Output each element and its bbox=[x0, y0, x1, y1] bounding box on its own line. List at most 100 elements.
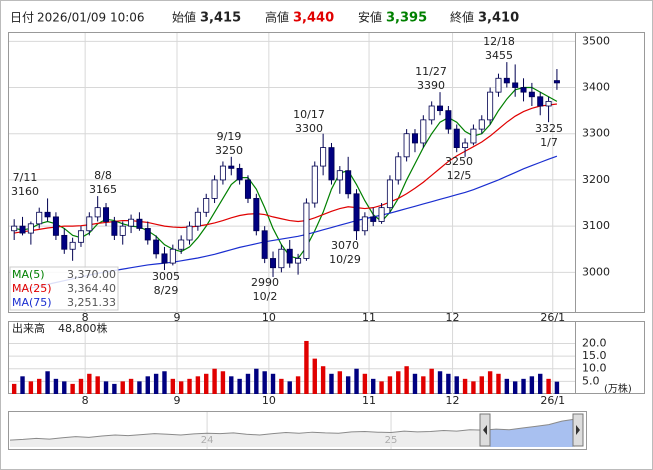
legend-value: 3,364.40 bbox=[67, 282, 116, 295]
annotation-value: 3250 bbox=[215, 144, 243, 157]
annotation-date: 8/29 bbox=[154, 284, 179, 297]
x-tick-label: 9 bbox=[174, 394, 181, 407]
volume-bar bbox=[270, 373, 276, 394]
candle-body bbox=[328, 147, 335, 181]
volume-bar bbox=[254, 368, 259, 394]
candle-body bbox=[428, 105, 435, 121]
annotation-date: 8/8 bbox=[94, 169, 112, 182]
x-tick-label: 12 bbox=[446, 311, 460, 324]
candle-body bbox=[178, 239, 185, 250]
candle-body bbox=[253, 198, 260, 232]
volume-bar bbox=[337, 371, 343, 394]
volume-bar bbox=[437, 371, 443, 394]
volume-bar bbox=[28, 381, 34, 394]
candle-body bbox=[520, 87, 527, 93]
navigator-frame bbox=[8, 411, 587, 450]
x-tick-label: 8 bbox=[82, 394, 89, 407]
candle-body bbox=[361, 216, 368, 232]
volume-bar bbox=[479, 376, 484, 394]
volume-bar bbox=[212, 368, 217, 394]
x-tick-label: 8 bbox=[82, 311, 89, 324]
volume-bar bbox=[229, 376, 234, 394]
candle-body bbox=[386, 179, 393, 209]
volume-latest: 48,800株 bbox=[58, 321, 108, 335]
volume-bar bbox=[120, 381, 125, 394]
volume-bar bbox=[137, 381, 142, 394]
right-arrow bbox=[576, 425, 580, 435]
candle-body bbox=[52, 216, 59, 236]
low: 3,395 bbox=[386, 11, 427, 26]
candle-body bbox=[378, 207, 385, 222]
volume-frame bbox=[8, 321, 645, 394]
volume-bar bbox=[170, 378, 176, 394]
volume-bar bbox=[153, 373, 159, 394]
candle-body bbox=[303, 202, 310, 259]
candle-body bbox=[278, 248, 285, 269]
volume-bar bbox=[462, 378, 468, 394]
candle-body bbox=[211, 179, 218, 199]
candle-body bbox=[94, 207, 101, 218]
legend-box bbox=[9, 266, 119, 311]
candle-body bbox=[320, 147, 327, 167]
volume-bar bbox=[245, 373, 251, 394]
x-tick-label: 26/1 bbox=[540, 311, 565, 324]
annotation-date: 9/19 bbox=[217, 130, 242, 143]
volume-bar bbox=[187, 378, 192, 394]
annotation-date: 1/7 bbox=[540, 136, 558, 149]
legend-name: MA(75) bbox=[12, 296, 52, 309]
y-tick-label: 3000 bbox=[582, 265, 610, 278]
candle-body bbox=[395, 156, 402, 181]
volume-bar bbox=[379, 381, 384, 394]
annotation-date: 12/5 bbox=[447, 169, 472, 182]
candle-body bbox=[553, 80, 560, 84]
navigator-handles[interactable] bbox=[479, 413, 584, 447]
volume-bar bbox=[204, 373, 209, 394]
volume-bar bbox=[87, 373, 92, 394]
volume-bar bbox=[195, 376, 201, 394]
nav-area-selected bbox=[490, 419, 573, 447]
candle-body bbox=[61, 234, 68, 250]
candle-body bbox=[462, 142, 469, 148]
header: 日付 2026/01/09 10:06 始値 3,415 高値 3,440 安値… bbox=[10, 10, 519, 26]
volume-unit: (万株) bbox=[604, 382, 632, 395]
volume-bar bbox=[103, 381, 109, 394]
candle-body bbox=[11, 225, 18, 232]
close: 3,410 bbox=[478, 11, 519, 26]
candle-body bbox=[27, 223, 34, 234]
volume-bar bbox=[128, 378, 134, 394]
candle-body bbox=[236, 167, 243, 181]
volume-bar bbox=[53, 378, 59, 394]
annotation-value: 3455 bbox=[485, 49, 513, 62]
candle-body bbox=[495, 77, 502, 93]
candle-body bbox=[437, 105, 444, 112]
open: 3,415 bbox=[200, 11, 241, 26]
candle-body bbox=[86, 216, 93, 232]
volume-bar bbox=[471, 381, 476, 394]
candle-body bbox=[111, 221, 118, 236]
candle-body bbox=[270, 258, 277, 269]
annotation-value: 3160 bbox=[11, 185, 39, 198]
annotation-value: 3250 bbox=[445, 155, 473, 168]
candle-body bbox=[136, 218, 143, 229]
candle-body bbox=[69, 241, 76, 250]
volume-bar bbox=[529, 376, 535, 394]
volume-bar bbox=[345, 376, 351, 394]
candle-body bbox=[119, 225, 126, 236]
high-label: 高値 bbox=[265, 10, 289, 25]
annotation-date: 11/27 bbox=[415, 65, 447, 78]
volume-bar bbox=[496, 373, 501, 394]
volume-bar bbox=[145, 376, 150, 394]
candle-body bbox=[420, 119, 427, 144]
candle-body bbox=[153, 239, 160, 255]
volume-bar bbox=[487, 371, 493, 394]
volume-bar bbox=[78, 378, 84, 394]
volume-bar bbox=[404, 366, 409, 394]
volume-bar bbox=[178, 381, 184, 394]
volume-bar bbox=[95, 376, 100, 394]
candle-body bbox=[128, 218, 135, 227]
volume-bar bbox=[37, 378, 42, 394]
volume-bar bbox=[320, 366, 326, 394]
candle-body bbox=[503, 77, 510, 84]
candle-body bbox=[77, 230, 84, 243]
x-tick-label: 10 bbox=[262, 394, 276, 407]
